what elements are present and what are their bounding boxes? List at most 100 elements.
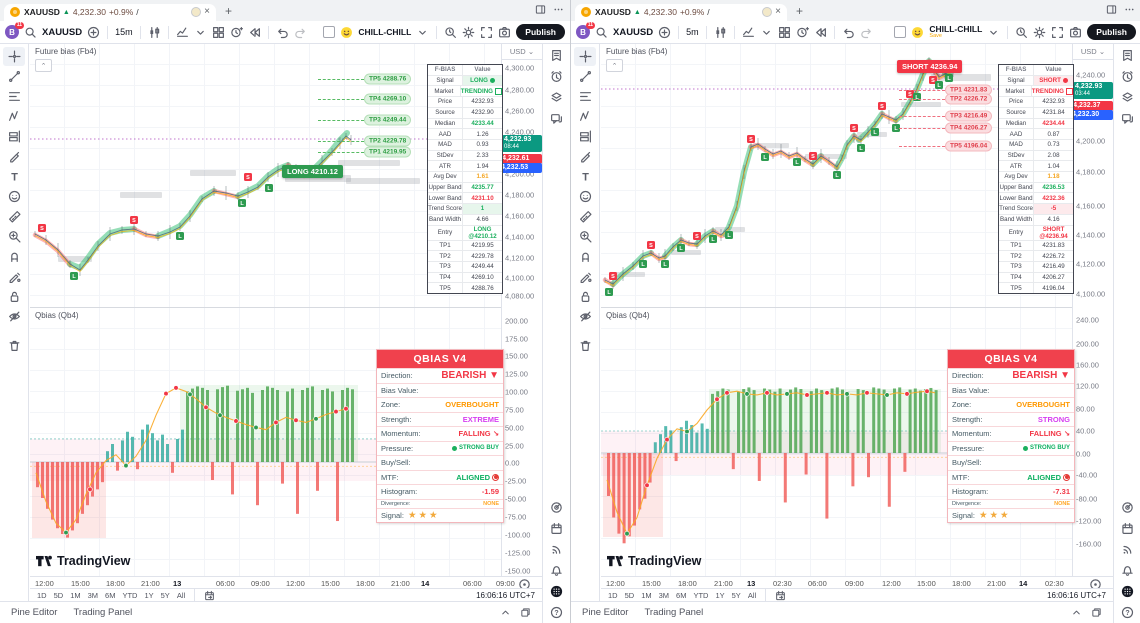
- pane-collapse-button[interactable]: ⌃: [606, 59, 623, 72]
- layout-chevron-icon[interactable]: [416, 26, 429, 39]
- avatar[interactable]: B 11: [5, 22, 24, 39]
- help-icon[interactable]: ?: [550, 606, 563, 619]
- publish-button[interactable]: Publish: [1087, 24, 1136, 40]
- hotlists-icon[interactable]: [1121, 501, 1134, 514]
- undo-icon[interactable]: [842, 26, 855, 39]
- tab-pine-editor[interactable]: Pine Editor: [11, 607, 58, 618]
- layout-menu[interactable]: CHILL-CHILL: [358, 28, 411, 37]
- new-tab-button[interactable]: +: [225, 3, 233, 18]
- currency-selector[interactable]: USD ⌄: [1073, 44, 1113, 60]
- hide-all-icon[interactable]: [3, 307, 25, 326]
- emoji-tool-icon[interactable]: [574, 187, 596, 206]
- alerts-icon[interactable]: [1121, 70, 1134, 83]
- layout-save-label[interactable]: Save: [929, 32, 942, 39]
- remove-all-icon[interactable]: [574, 336, 596, 355]
- zoom-in-icon[interactable]: [3, 227, 25, 246]
- brush-icon[interactable]: [3, 147, 25, 166]
- chevron-down-icon[interactable]: [760, 26, 773, 39]
- chart-type-icon[interactable]: [714, 26, 727, 39]
- compare-add-icon[interactable]: [658, 26, 671, 39]
- range-1y-button[interactable]: 1Y: [144, 590, 154, 600]
- browser-menu-icon[interactable]: [1124, 4, 1135, 15]
- panel-restore-icon[interactable]: [520, 607, 531, 618]
- layout-grid-icon[interactable]: [212, 26, 225, 39]
- currency-selector[interactable]: USD ⌄: [502, 44, 542, 60]
- tab-pine-editor[interactable]: Pine Editor: [582, 607, 629, 618]
- chat-icon[interactable]: [550, 112, 563, 125]
- tradingview-logo[interactable]: TradingView: [36, 554, 130, 568]
- layout-sync-checkbox[interactable]: [894, 26, 907, 38]
- range-1m-button[interactable]: 1M: [641, 590, 652, 600]
- range-1y-button[interactable]: 1Y: [715, 590, 725, 600]
- clock[interactable]: 16:06:16 UTC+7: [476, 590, 535, 600]
- alerts-icon[interactable]: [550, 70, 563, 83]
- tradingview-logo[interactable]: TradingView: [607, 554, 701, 568]
- long-position-icon[interactable]: [574, 127, 596, 146]
- apps-icon[interactable]: [550, 585, 563, 598]
- news-icon[interactable]: [550, 543, 563, 556]
- xabcd-pattern-icon[interactable]: [3, 107, 25, 126]
- undo-icon[interactable]: [276, 26, 289, 39]
- publish-button[interactable]: Publish: [516, 24, 565, 40]
- chat-icon[interactable]: [1121, 112, 1134, 125]
- text-icon[interactable]: T: [574, 167, 596, 186]
- magnet-icon[interactable]: [3, 247, 25, 266]
- redo-icon[interactable]: [294, 26, 307, 39]
- indicators-icon[interactable]: [176, 26, 189, 39]
- trend-line-icon[interactable]: [3, 67, 25, 86]
- ruler-icon[interactable]: [3, 207, 25, 226]
- tab-close-icon[interactable]: ×: [204, 6, 210, 17]
- tab-trading-panel[interactable]: Trading Panel: [644, 607, 704, 618]
- panel-expand-icon[interactable]: [500, 607, 511, 618]
- clock[interactable]: 16:06:16 UTC+7: [1047, 590, 1106, 600]
- interval-button[interactable]: 5m: [686, 27, 699, 37]
- side-panel-icon[interactable]: [535, 4, 546, 15]
- search-icon[interactable]: [595, 26, 608, 39]
- fib-retracement-icon[interactable]: [3, 87, 25, 106]
- object-tree-icon[interactable]: [1121, 91, 1134, 104]
- layout-menu[interactable]: CHILL-CHILL Save: [929, 25, 982, 39]
- apps-icon[interactable]: [1121, 585, 1134, 598]
- crosshair-icon[interactable]: [3, 47, 25, 66]
- price-pane[interactable]: S S S L L L L Future bias (Fb4) ⌃ F-BIAS Value S…: [30, 44, 503, 308]
- gear-icon[interactable]: [462, 26, 475, 39]
- browser-tab[interactable]: XAUUSD ▲ 4,232.30 +0.9% / ×: [575, 3, 787, 21]
- range-5d-button[interactable]: 5D: [53, 590, 64, 600]
- go-to-date-icon[interactable]: [204, 590, 215, 601]
- notifications-icon[interactable]: [1121, 564, 1134, 577]
- symbol-search-button[interactable]: XAUUSD: [613, 26, 654, 38]
- camera-icon[interactable]: [1069, 26, 1082, 39]
- tab-trading-panel[interactable]: Trading Panel: [73, 607, 133, 618]
- text-icon[interactable]: T: [3, 167, 25, 186]
- indicator-title[interactable]: Future bias (Fb4): [35, 47, 97, 56]
- magnet-icon[interactable]: [574, 247, 596, 266]
- object-tree-icon[interactable]: [550, 91, 563, 104]
- indicator-title[interactable]: Future bias (Fb4): [606, 47, 668, 56]
- panel-restore-icon[interactable]: [1091, 607, 1102, 618]
- oscillator-pane[interactable]: Qbias (Qb4) QBIAS V4 Direction: BEARISH ▼ B…: [30, 308, 504, 576]
- time-axis[interactable]: 12:00 15:00 18:00 21:00 13 06:00 09:00 12:00 15:…: [30, 576, 542, 590]
- interval-button[interactable]: 15m: [115, 27, 133, 37]
- oscillator-pane[interactable]: Qbias (Qb4) QBIAS V4 Direction: BEARISH ▼ B…: [601, 308, 1075, 576]
- browser-menu-icon[interactable]: [553, 4, 564, 15]
- fullscreen-icon[interactable]: [480, 26, 493, 39]
- symbol-search-button[interactable]: XAUUSD: [42, 26, 83, 38]
- range-all-button[interactable]: All: [176, 590, 186, 600]
- range-5y-button[interactable]: 5Y: [731, 590, 741, 600]
- range-all-button[interactable]: All: [747, 590, 757, 600]
- avatar[interactable]: B 11: [576, 22, 595, 39]
- news-icon[interactable]: [1121, 543, 1134, 556]
- ruler-icon[interactable]: [574, 207, 596, 226]
- hotlists-icon[interactable]: [550, 501, 563, 514]
- create-alert-icon[interactable]: [796, 26, 809, 39]
- go-to-date-icon[interactable]: [775, 590, 786, 601]
- watchlist-icon[interactable]: [1121, 49, 1134, 62]
- calendar-icon[interactable]: [1121, 522, 1134, 535]
- chart-type-icon[interactable]: [148, 26, 161, 39]
- quick-search-icon[interactable]: [444, 26, 457, 39]
- hide-all-icon[interactable]: [574, 307, 596, 326]
- range-1d-button[interactable]: 1D: [37, 590, 47, 600]
- time-axis[interactable]: 12:00 15:00 18:00 21:00 13 02:30 06:00 09:00 12:…: [601, 576, 1113, 590]
- long-position-icon[interactable]: [3, 127, 25, 146]
